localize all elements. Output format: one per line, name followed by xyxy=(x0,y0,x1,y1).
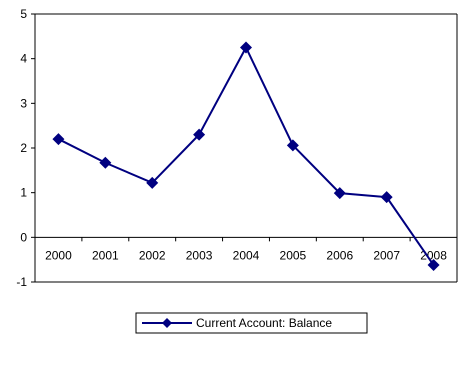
y-tick-label: 0 xyxy=(20,230,27,244)
data-point-marker xyxy=(146,176,159,189)
x-tick-label: 2000 xyxy=(45,248,72,262)
x-tick-label: 2005 xyxy=(280,248,307,262)
legend-label: Current Account: Balance xyxy=(196,316,332,330)
y-tick-label: 1 xyxy=(20,186,27,200)
x-tick-label: 2002 xyxy=(139,248,166,262)
x-tick-label: 2004 xyxy=(233,248,260,262)
x-tick-label: 2008 xyxy=(420,248,447,262)
legend-box xyxy=(135,312,368,334)
x-tick-label: 2006 xyxy=(326,248,353,262)
y-tick-label: -1 xyxy=(16,275,27,289)
x-axis-ticks: 2000 2001 2002 2003 2004 2005 2006 2007 2008 xyxy=(34,237,458,262)
series-line xyxy=(57,45,435,266)
legend: Current Account: Balance xyxy=(135,312,368,334)
data-point-marker xyxy=(240,41,252,54)
x-tick-label: 2003 xyxy=(186,248,213,262)
y-tick-label: 3 xyxy=(20,96,27,110)
series-layer xyxy=(52,41,440,272)
legend-marker xyxy=(162,318,172,328)
data-point-marker xyxy=(333,187,346,200)
x-tick-label: 2001 xyxy=(92,248,119,262)
data-point-marker xyxy=(52,133,65,146)
y-tick-label: 5 xyxy=(20,7,27,21)
y-tick-label: 4 xyxy=(20,52,27,66)
data-point-marker xyxy=(380,191,393,204)
y-axis-ticks: -1 0 1 2 3 4 5 xyxy=(16,7,35,289)
plot-area xyxy=(34,13,458,283)
data-point-marker xyxy=(286,139,299,152)
y-tick-label: 2 xyxy=(20,141,27,155)
x-tick-label: 2007 xyxy=(373,248,400,262)
data-point-marker xyxy=(427,259,440,272)
data-point-marker xyxy=(99,156,112,169)
data-point-marker xyxy=(193,128,206,141)
